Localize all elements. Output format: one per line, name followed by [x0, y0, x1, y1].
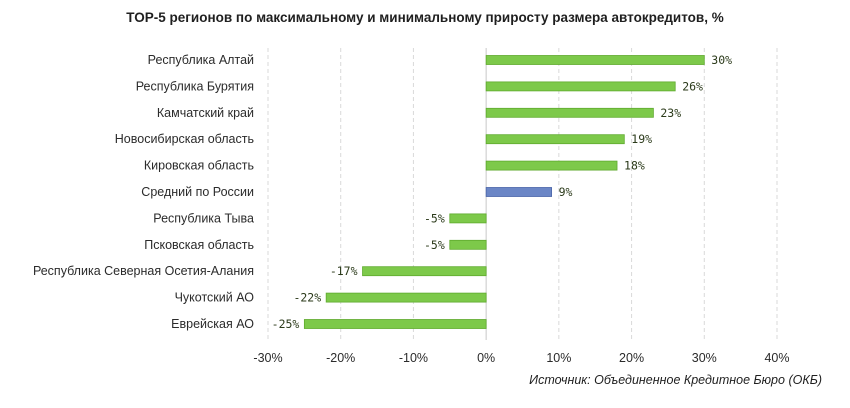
x-tick-label: 20% — [619, 351, 644, 365]
category-label: Средний по России — [141, 185, 254, 199]
data-label: 19% — [631, 132, 652, 146]
bar — [449, 213, 487, 224]
x-tick-label: -10% — [399, 351, 428, 365]
data-label: 30% — [711, 53, 732, 67]
category-label: Новосибирская область — [115, 132, 254, 146]
x-tick-label: -30% — [253, 351, 282, 365]
source-note: Источник: Объединенное Кредитное Бюро (О… — [529, 373, 822, 387]
data-label: 23% — [660, 106, 681, 120]
data-label: -25% — [272, 317, 300, 331]
data-labels: 30% 26%23% 19% 18% 9% -5% -5% -17% -22% -25% — [272, 53, 732, 331]
category-label: Республика Тыва — [153, 211, 254, 225]
bar — [485, 81, 676, 92]
bar — [485, 160, 618, 171]
bar — [449, 239, 487, 250]
bar — [485, 134, 625, 145]
data-label: -5% — [424, 238, 445, 252]
x-tick-label: 30% — [692, 351, 717, 365]
x-tick-label: 10% — [546, 351, 571, 365]
data-label: -22% — [293, 291, 321, 305]
x-tick-label: -20% — [326, 351, 355, 365]
category-label: Псковская область — [144, 238, 254, 252]
data-label: -17% — [330, 264, 358, 278]
category-label: Еврейская АО — [171, 317, 254, 331]
bars-group — [303, 55, 705, 329]
data-label: 9% — [559, 185, 573, 199]
category-label: Камчатский край — [157, 106, 254, 120]
data-label: 18% — [624, 159, 645, 173]
bar — [485, 55, 705, 65]
category-label: Чукотский АО — [175, 291, 255, 305]
data-label: 26% — [682, 79, 703, 93]
bar — [485, 107, 654, 118]
bar — [362, 266, 487, 277]
data-label: -5% — [424, 211, 445, 225]
category-label: Кировская область — [144, 159, 254, 173]
chart-title: TOP-5 регионов по максимальному и минима… — [126, 10, 724, 25]
bar — [303, 319, 487, 329]
category-label: Республика Алтай — [148, 53, 254, 67]
bar — [485, 187, 552, 197]
category-label: Республика Бурятия — [136, 79, 254, 93]
x-tick-label: 40% — [764, 351, 789, 365]
x-tick-label: 0% — [477, 351, 495, 365]
bar — [325, 292, 487, 303]
x-tick-labels: -30% -20% -10% 0% 10% 20% 30% 40% — [253, 351, 789, 365]
category-labels: Республика Алтай Республика Бурятия Камчат… — [33, 53, 254, 331]
category-label: Республика Северная Осетия-Алания — [33, 264, 254, 278]
